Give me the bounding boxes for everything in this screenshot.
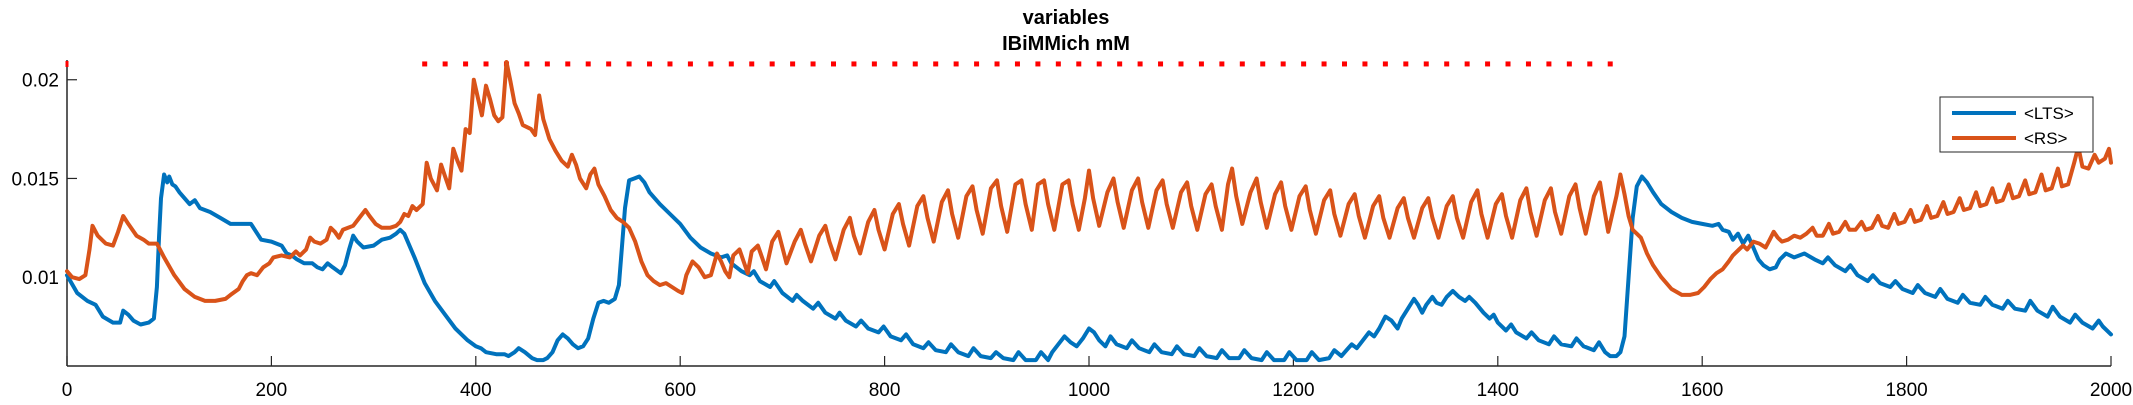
y-tick-label: 0.01	[22, 268, 59, 289]
stimulus-marker-dot	[1505, 61, 1511, 67]
stimulus-marker-dot	[626, 61, 632, 67]
legend-box	[1939, 96, 2094, 153]
stimulus-marker-dot	[871, 61, 877, 67]
stimulus-marker-dot	[953, 61, 959, 67]
stimulus-marker-dot	[994, 61, 1000, 67]
stimulus-marker-dot	[606, 61, 612, 67]
stimulus-marker-dot	[1260, 61, 1266, 67]
stimulus-marker-dot	[1301, 61, 1307, 67]
stimulus-marker-dot	[1485, 61, 1491, 67]
stimulus-marker-dot	[810, 61, 816, 67]
stimulus-marker-dot	[1055, 61, 1061, 67]
stimulus-marker-dot	[1342, 61, 1347, 67]
stimulus-marker-dot	[463, 61, 469, 67]
stimulus-marker-dot	[1239, 61, 1245, 67]
series-line-rs	[65, 60, 2113, 303]
x-tick-label: 0	[62, 380, 73, 400]
stimulus-marker-dot	[728, 61, 734, 67]
stimulus-marker-dot	[1117, 61, 1123, 67]
stimulus-marker-dot	[1035, 61, 1041, 67]
stimulus-marker-dot	[544, 61, 550, 67]
stimulus-marker-dot	[1546, 61, 1552, 67]
stimulus-marker-dot	[1566, 61, 1572, 67]
x-tick-label: 400	[460, 380, 492, 400]
stimulus-marker-dot	[769, 61, 775, 67]
chart-title: variables	[1023, 7, 1110, 29]
stimulus-marker-dot	[1403, 61, 1409, 67]
legend: <LTS> <RS>	[1939, 96, 2094, 153]
stimulus-marker-dot	[749, 61, 755, 67]
stimulus-marker-dot	[442, 61, 448, 67]
stimulus-marker-dot	[974, 61, 980, 67]
stimulus-marker-dot	[585, 61, 591, 67]
stimulus-marker-dot	[1444, 61, 1450, 67]
series-lines	[65, 60, 2113, 363]
stimulus-marker-dot	[1464, 61, 1470, 67]
x-tick-label: 800	[869, 380, 901, 400]
stimulus-marker-dot	[524, 61, 530, 67]
stimulus-marker-dot	[851, 61, 857, 67]
stimulus-marker-dot	[667, 61, 673, 67]
stimulus-marker-dot	[1096, 61, 1102, 67]
ticks: 0 200 400 600 800 1000 1200 1400 1600 1800 2000 0.0…	[11, 71, 2132, 401]
stimulus-marker-dot	[1280, 61, 1286, 67]
y-tick-label: 0.02	[22, 71, 59, 92]
stimulus-markers	[65, 60, 1613, 67]
y-tick-label: 0.015	[11, 169, 59, 190]
stimulus-marker-dot	[1382, 61, 1388, 67]
stimulus-marker-dot	[892, 61, 898, 67]
stimulus-marker-dot	[1158, 61, 1164, 67]
stimulus-marker-dot	[1587, 61, 1593, 67]
stimulus-marker-dot	[687, 61, 693, 67]
stimulus-marker-dot	[933, 61, 939, 67]
stimulus-marker-dot	[65, 60, 69, 67]
stimulus-marker-dot	[1014, 61, 1020, 67]
chart-subtitle: IBiMMich mM	[1002, 33, 1130, 55]
x-tick-label: 2000	[2090, 380, 2132, 400]
stimulus-marker-dot	[422, 61, 428, 67]
stimulus-marker-dot	[1178, 61, 1184, 67]
legend-label-lts: <LTS>	[2024, 104, 2074, 123]
stimulus-marker-dot	[1607, 61, 1613, 67]
stimulus-marker-dot	[1423, 61, 1429, 67]
x-tick-label: 600	[664, 380, 696, 400]
stimulus-marker-dot	[483, 61, 489, 67]
stimulus-marker-dot	[1219, 61, 1225, 67]
x-tick-label: 1200	[1272, 380, 1314, 400]
x-tick-label: 1000	[1068, 380, 1110, 400]
stimulus-marker-dot	[831, 61, 836, 67]
stimulus-marker-dot	[708, 61, 714, 67]
stimulus-marker-dot	[1198, 61, 1204, 67]
stimulus-marker-dot	[647, 61, 653, 67]
stimulus-marker-dot	[912, 61, 918, 67]
x-tick-label: 1600	[1681, 380, 1723, 400]
x-tick-label: 200	[256, 380, 288, 400]
stimulus-marker-dot	[565, 61, 571, 67]
stimulus-marker-dot	[1321, 61, 1327, 67]
x-tick-label: 1800	[1885, 380, 1927, 400]
stimulus-marker-dot	[790, 61, 796, 67]
stimulus-marker-dot	[1137, 61, 1143, 67]
series-line-lts	[65, 172, 2113, 363]
x-tick-label: 1400	[1477, 380, 1519, 400]
stimulus-marker-dot	[1362, 61, 1368, 67]
legend-label-rs: <RS>	[2024, 129, 2068, 148]
stimulus-marker-dot	[1076, 61, 1082, 67]
stimulus-marker-dot	[1525, 61, 1531, 67]
